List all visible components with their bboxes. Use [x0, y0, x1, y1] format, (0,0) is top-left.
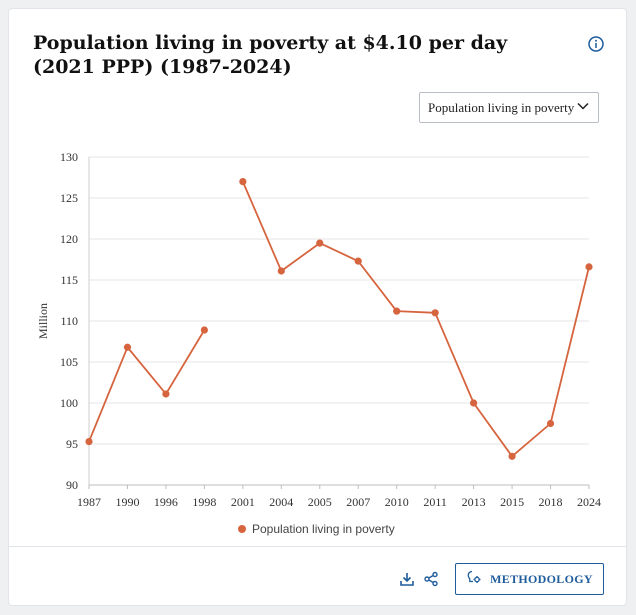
x-tick-label: 1998	[192, 495, 216, 509]
data-point[interactable]	[123, 343, 132, 351]
x-tick-label: 2005	[308, 495, 332, 509]
y-tick-label: 90	[66, 478, 78, 492]
info-icon[interactable]	[588, 36, 604, 52]
x-tick-label: 2010	[385, 495, 409, 509]
y-axis-ticks: 90 95 100 105 110 115 120 125 130	[60, 150, 78, 492]
data-point[interactable]	[277, 267, 285, 275]
x-axis-ticks: 1987 1990 1996 1998 2001 2004 2005 2007 2010 2011…	[77, 485, 601, 509]
y-tick-label: 95	[66, 437, 78, 451]
data-point[interactable]	[508, 452, 516, 460]
data-point[interactable]	[393, 307, 401, 315]
y-tick-label: 120	[60, 232, 78, 246]
share-icon[interactable]	[423, 571, 439, 587]
x-tick-label: 2013	[462, 495, 486, 509]
methodology-button[interactable]: METHODOLOGY	[455, 563, 604, 595]
x-tick-label: 1990	[115, 495, 139, 509]
y-tick-label: 110	[60, 314, 78, 328]
data-point[interactable]	[316, 239, 324, 247]
chart-legend[interactable]: Population living in poverty	[238, 522, 395, 536]
data-point[interactable]	[585, 263, 593, 271]
data-point[interactable]	[431, 309, 439, 317]
x-tick-label: 1987	[77, 495, 101, 509]
footer-divider	[9, 546, 626, 547]
indicator-select-value: Population living in poverty	[428, 99, 575, 115]
chart-title: Population living in poverty at $4.10 pe…	[33, 32, 508, 78]
data-point[interactable]	[85, 437, 93, 446]
gear-icon	[466, 569, 482, 589]
indicator-select[interactable]: Population living in poverty	[419, 92, 599, 123]
data-point[interactable]	[546, 419, 555, 428]
data-point[interactable]	[239, 178, 247, 186]
x-tick-label: 2024	[577, 495, 601, 509]
y-tick-label: 130	[60, 150, 78, 164]
x-tick-label: 2004	[269, 495, 293, 509]
data-point[interactable]	[470, 399, 478, 407]
chart-card: Population living in poverty at $4.10 pe…	[8, 8, 627, 606]
series-line-segment	[88, 329, 206, 442]
series-lines	[88, 181, 590, 458]
chart-grid	[88, 156, 589, 486]
download-icon[interactable]	[399, 571, 415, 587]
x-tick-label: 2018	[539, 495, 563, 509]
y-tick-label: 105	[60, 355, 78, 369]
data-point[interactable]	[354, 257, 362, 265]
methodology-label: METHODOLOGY	[490, 571, 593, 586]
data-point[interactable]	[162, 390, 170, 398]
legend-marker	[238, 525, 246, 533]
x-tick-label: 1996	[154, 495, 178, 509]
y-tick-label: 100	[60, 396, 78, 410]
series-points	[85, 178, 593, 460]
series-line-segment	[242, 181, 590, 458]
data-point[interactable]	[200, 326, 208, 334]
y-tick-label: 115	[60, 273, 78, 287]
x-tick-label: 2011	[423, 495, 447, 509]
y-tick-label: 125	[60, 191, 78, 205]
x-tick-label: 2001	[231, 495, 255, 509]
legend-label: Population living in poverty	[252, 522, 395, 536]
x-tick-label: 2007	[346, 495, 370, 509]
x-tick-label: 2015	[500, 495, 524, 509]
y-axis-label: Million	[36, 303, 50, 339]
chevron-down-icon	[576, 99, 590, 117]
